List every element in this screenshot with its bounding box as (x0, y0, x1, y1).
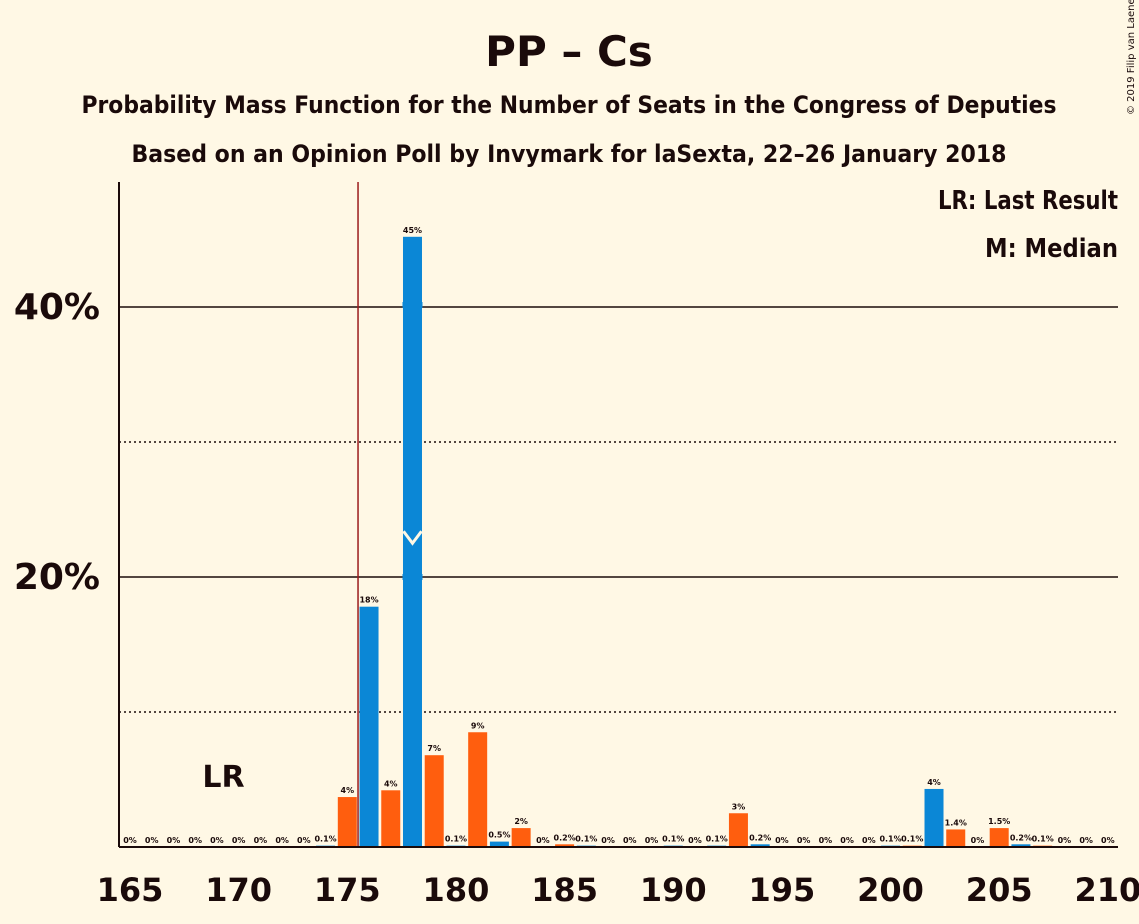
legend-last-result: LR: Last Result (938, 186, 1118, 216)
x-tick-label-210: 210 (1074, 871, 1139, 909)
bars (316, 236, 1053, 848)
bar-179 (424, 755, 444, 847)
bar-label-174: 0.1% (314, 835, 336, 844)
bar-label-199: 0% (862, 836, 876, 845)
bar-label-192: 0.1% (706, 835, 728, 844)
bar-label-191: 0% (688, 836, 702, 845)
bar-label-206: 0.2% (1010, 833, 1032, 842)
bar-label-187: 0% (601, 836, 615, 845)
bar-175 (337, 797, 357, 847)
x-tick-label-205: 205 (966, 871, 1033, 909)
median-gridline-mask-40 (402, 302, 423, 308)
bar-label-197: 0% (819, 836, 833, 845)
bar-label-182: 0.5% (488, 831, 510, 840)
bar-label-170: 0% (232, 836, 246, 845)
bar-181 (468, 732, 488, 847)
bar-label-168: 0% (188, 836, 202, 845)
bar-label-189: 0% (645, 836, 659, 845)
bar-label-210: 0% (1101, 836, 1115, 845)
gridlines: 20% 40% (14, 287, 1118, 713)
x-tick-label-165: 165 (97, 871, 164, 909)
bar-label-181: 9% (471, 721, 485, 730)
bar-label-173: 0% (297, 836, 311, 845)
last-result-label: LR (202, 760, 244, 795)
bar-206 (1011, 844, 1031, 847)
bar-label-185: 0.2% (554, 833, 576, 842)
bar-label-166: 0% (145, 836, 159, 845)
bar-label-208: 0% (1058, 836, 1072, 845)
bar-label-200: 0.1% (879, 835, 901, 844)
bar-label-209: 0% (1079, 836, 1093, 845)
bar-185 (555, 844, 575, 847)
bar-label-172: 0% (275, 836, 289, 845)
bar-labels: 0% 0% 0% 0% 0% 0% 0% 0% 0% 0.1%4%18%4%45%7%0.1%9%… (123, 226, 1114, 845)
axes: 165 170 175 180 185 190 195 200 205 210 (97, 182, 1139, 909)
bar-label-196: 0% (797, 836, 811, 845)
x-tick-label-175: 175 (314, 871, 381, 909)
bar-label-186: 0.1% (575, 835, 597, 844)
bar-label-190: 0.1% (662, 835, 684, 844)
bar-label-165: 0% (123, 836, 137, 845)
x-tick-label-195: 195 (749, 871, 816, 909)
bar-label-175: 4% (341, 786, 355, 795)
bar-label-204: 0% (971, 836, 985, 845)
bar-194 (750, 844, 770, 847)
bar-label-207: 0.1% (1032, 835, 1054, 844)
bar-183 (511, 828, 531, 847)
bar-label-198: 0% (840, 836, 854, 845)
y-tick-label-40: 40% (14, 287, 100, 328)
x-tick-label-190: 190 (640, 871, 707, 909)
markers (357, 182, 423, 847)
x-tick-label-200: 200 (857, 871, 924, 909)
bar-label-169: 0% (210, 836, 224, 845)
bar-182 (489, 841, 509, 847)
bar-label-179: 7% (427, 744, 441, 753)
bar-label-202: 4% (927, 778, 941, 787)
bar-label-203: 1.4% (945, 818, 967, 827)
chart-title: PP – Cs (485, 27, 653, 76)
bar-205 (989, 828, 1009, 847)
bar-label-188: 0% (623, 836, 637, 845)
bar-label-183: 2% (514, 817, 528, 826)
bar-193 (728, 813, 748, 847)
bar-label-205: 1.5% (988, 817, 1010, 826)
bar-label-195: 0% (775, 836, 789, 845)
bar-label-177: 4% (384, 779, 398, 788)
chart-subtitle-1: Probability Mass Function for the Number… (82, 91, 1057, 119)
bar-label-171: 0% (254, 836, 268, 845)
bar-label-184: 0% (536, 836, 550, 845)
y-tick-label-20: 20% (14, 557, 100, 598)
bar-label-194: 0.2% (749, 833, 771, 842)
bar-label-176: 18% (359, 596, 378, 605)
bar-label-201: 0.1% (901, 835, 923, 844)
bar-176 (359, 606, 379, 847)
x-tick-label-170: 170 (205, 871, 272, 909)
median-marker (402, 530, 423, 546)
bar-label-167: 0% (167, 836, 181, 845)
x-tick-label-180: 180 (423, 871, 490, 909)
x-tick-label-185: 185 (531, 871, 598, 909)
legend-median: M: Median (985, 234, 1118, 264)
bar-label-180: 0.1% (445, 835, 467, 844)
median-gridline-mask-20 (402, 574, 423, 580)
copyright-note: © 2019 Filip van Laenen (1126, 0, 1137, 115)
bar-203 (946, 829, 966, 847)
bar-202 (924, 788, 944, 847)
chart-subtitle-2: Based on an Opinion Poll by Invymark for… (132, 140, 1007, 168)
bar-label-178: 45% (403, 226, 422, 235)
bar-label-193: 3% (732, 802, 746, 811)
bar-177 (381, 790, 401, 847)
